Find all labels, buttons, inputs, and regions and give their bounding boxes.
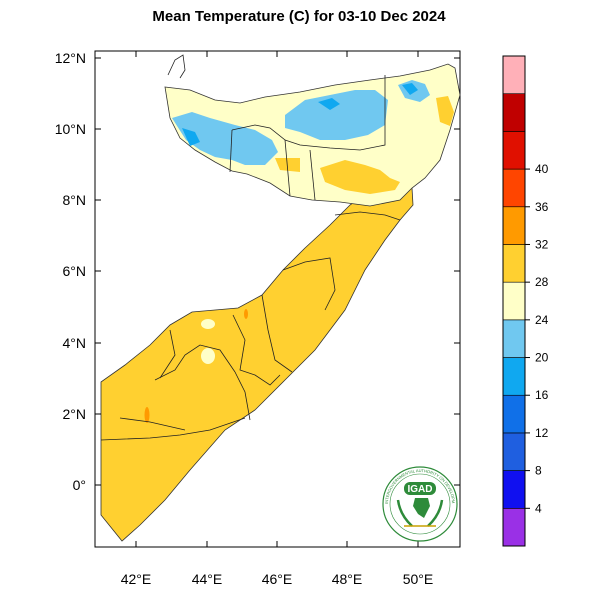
colorbar-swatch [502,244,526,283]
colorbar-swatch [502,55,526,94]
lon-label: 42°E [121,571,152,587]
lat-label: 6°N [63,263,87,279]
map-title: Mean Temperature (C) for 03-10 Dec 2024 [152,8,446,25]
colorbar-swatch [502,394,526,434]
lon-label: 46°E [262,571,293,587]
region-borders [100,54,401,441]
colorbar-swatch [502,508,526,547]
colorbar-label: 20 [535,351,549,365]
lon-label: 48°E [332,571,363,587]
colorbar-label: 40 [535,162,549,176]
lat-label: 8°N [63,192,87,208]
lat-label: 10°N [55,121,86,137]
logo-text: IGAD [408,484,433,495]
colorbar-label: 16 [535,388,549,402]
colorbar: 4 8 12 16 20 24 28 32 36 40 [502,55,549,547]
frame-ticks [95,51,460,547]
colorbar-swatch [502,206,526,245]
lat-label: 4°N [63,335,87,351]
colorbar-label: 28 [535,275,549,289]
colorbar-swatch [502,93,526,132]
colorbar-swatch [502,319,526,358]
colorbar-label: 32 [535,237,549,251]
lat-label: 12°N [55,50,86,66]
colorbar-label: 4 [535,501,542,515]
latitude-labels: 12°N 10°N 8°N 6°N 4°N 2°N 0° [55,50,86,493]
lon-label: 50°E [403,571,434,587]
colorbar-label: 12 [535,426,549,440]
colorbar-swatch [502,357,526,396]
colorbar-swatch [502,168,526,208]
colorbar-outline [502,55,526,547]
somalia-region [100,63,461,542]
colorbar-swatch [502,281,526,321]
colorbar-swatch [502,470,526,509]
lon-label: 44°E [192,571,223,587]
lat-label: 2°N [63,406,87,422]
colorbar-label: 24 [535,313,549,327]
longitude-labels: 42°E 44°E 46°E 48°E 50°E [121,571,434,587]
colorbar-label: 36 [535,200,549,214]
colorbar-swatch [502,131,526,170]
colorbar-swatch [502,432,526,471]
lat-label: 0° [73,477,86,493]
colorbar-label: 8 [535,464,542,478]
